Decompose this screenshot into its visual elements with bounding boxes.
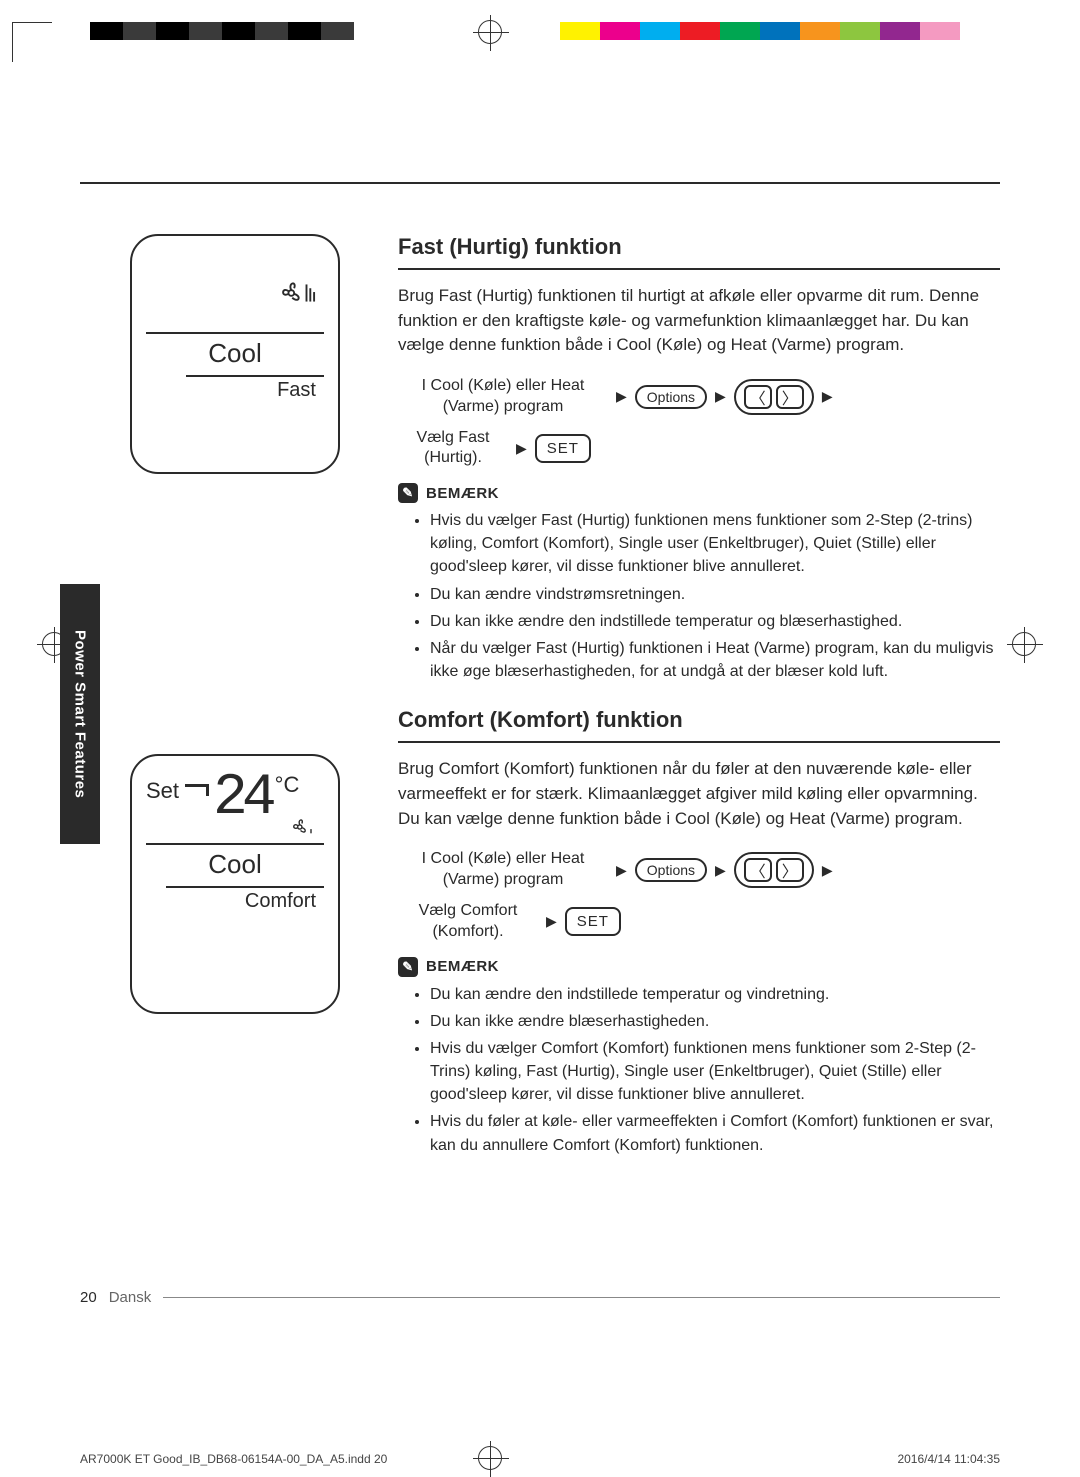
set-label: Set <box>146 778 179 804</box>
note-item: Hvis du føler at køle- eller varmeeffekt… <box>430 1110 1000 1156</box>
prev-button[interactable]: 〈 <box>744 858 772 882</box>
arrow-icon: ▶ <box>616 862 627 879</box>
color-bar-right <box>560 22 960 40</box>
note-item: Når du vælger Fast (Hurtig) funktionen i… <box>430 637 1000 683</box>
nav-capsule: 〈 〉 <box>734 852 814 888</box>
step-row-2: Vælg Fast (Hurtig). ▶ SET <box>398 428 1000 470</box>
page-lang: Dansk <box>109 1289 152 1306</box>
side-tab: Power Smart Features <box>60 584 100 844</box>
step-row-2: Vælg Comfort (Komfort). ▶ SET <box>398 901 1000 943</box>
registration-mark-bottom <box>478 1446 502 1470</box>
options-button[interactable]: Options <box>635 385 707 409</box>
step-text: I Cool (Køle) eller Heat (Varme) program <box>398 376 608 418</box>
remote-display-comfort: Set 24 °C Cool Comfort <box>130 754 340 1014</box>
note-item: Du kan ændre den indstillede temperatur … <box>430 983 1000 1006</box>
step-row-1: I Cool (Køle) eller Heat (Varme) program… <box>398 849 1000 891</box>
arrow-icon: ▶ <box>822 862 833 879</box>
step-text: I Cool (Køle) eller Heat (Varme) program <box>398 849 608 891</box>
set-button[interactable]: SET <box>535 434 591 463</box>
print-timestamp: 2016/4/14 11:04:35 <box>897 1452 1000 1466</box>
section-para: Brug Comfort (Komfort) funktionen når du… <box>398 757 1000 831</box>
arrow-icon: ▶ <box>715 388 726 405</box>
temperature-value: 24 <box>213 774 271 823</box>
temperature-unit: °C <box>275 772 300 798</box>
next-button[interactable]: 〉 <box>776 858 804 882</box>
arrow-icon: ▶ <box>822 388 833 405</box>
arrow-icon: ▶ <box>616 388 627 405</box>
fan-icon-small <box>290 814 318 845</box>
arrow-icon: ▶ <box>715 862 726 879</box>
page-number: 20 <box>80 1289 97 1306</box>
note-label: BEMÆRK <box>426 958 499 975</box>
display-mode: Cool <box>146 338 324 369</box>
print-filename: AR7000K ET Good_IB_DB68-06154A-00_DA_A5.… <box>80 1452 387 1466</box>
arrow-icon: ▶ <box>516 440 527 457</box>
options-button[interactable]: Options <box>635 858 707 882</box>
registration-mark-right <box>1012 632 1036 656</box>
note-icon: ✎ <box>398 957 418 977</box>
note-list-fast: Hvis du vælger Fast (Hurtig) funktionen … <box>398 509 1000 683</box>
footer: 20 Dansk <box>80 1289 1000 1306</box>
note-heading: ✎ BEMÆRK <box>398 957 1000 977</box>
registration-mark-top <box>478 20 502 44</box>
step-text: Vælg Fast (Hurtig). <box>398 428 508 470</box>
decorative-connector <box>185 784 209 796</box>
section-para: Brug Fast (Hurtig) funktionen til hurtig… <box>398 284 1000 358</box>
note-heading: ✎ BEMÆRK <box>398 483 1000 503</box>
step-row-1: I Cool (Køle) eller Heat (Varme) program… <box>398 376 1000 418</box>
note-item: Du kan ikke ændre den indstillede temper… <box>430 610 1000 633</box>
display-sub: Fast <box>146 379 324 402</box>
note-icon: ✎ <box>398 483 418 503</box>
step-text: Vælg Comfort (Komfort). <box>398 901 538 943</box>
set-button[interactable]: SET <box>565 907 621 936</box>
page-content: Power Smart Features Cool Fast Set 24 °C <box>80 90 1000 1370</box>
top-rule <box>80 182 1000 184</box>
print-footer: AR7000K ET Good_IB_DB68-06154A-00_DA_A5.… <box>80 1452 1000 1466</box>
display-mode: Cool <box>146 849 324 880</box>
nav-capsule: 〈 〉 <box>734 379 814 415</box>
next-button[interactable]: 〉 <box>776 385 804 409</box>
prev-button[interactable]: 〈 <box>744 385 772 409</box>
note-item: Hvis du vælger Comfort (Komfort) funktio… <box>430 1037 1000 1107</box>
section-title-comfort: Comfort (Komfort) funktion <box>398 707 1000 733</box>
arrow-icon: ▶ <box>546 913 557 930</box>
section-title-fast: Fast (Hurtig) funktion <box>398 234 1000 260</box>
note-item: Du kan ændre vindstrømsretningen. <box>430 583 1000 606</box>
note-label: BEMÆRK <box>426 485 499 502</box>
display-sub: Comfort <box>146 890 324 913</box>
color-bar-left <box>90 22 420 40</box>
note-item: Du kan ikke ændre blæserhastigheden. <box>430 1010 1000 1033</box>
crop-mark <box>12 22 52 62</box>
fan-icon <box>278 276 316 315</box>
note-item: Hvis du vælger Fast (Hurtig) funktionen … <box>430 509 1000 579</box>
remote-display-fast: Cool Fast <box>130 234 340 474</box>
note-list-comfort: Du kan ændre den indstillede temperatur … <box>398 983 1000 1157</box>
